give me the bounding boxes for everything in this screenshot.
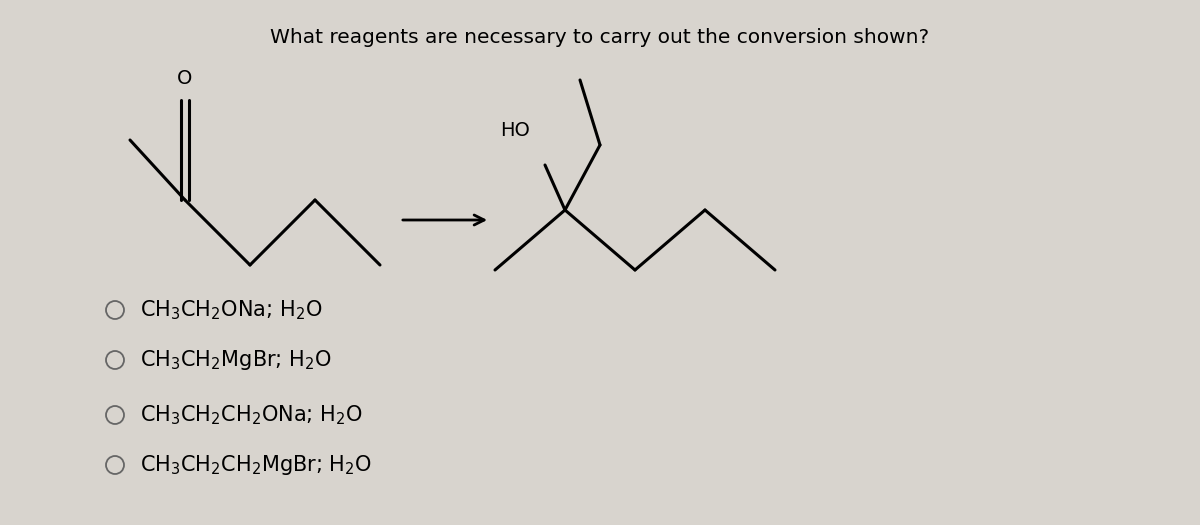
Text: CH$_3$CH$_2$ONa; H$_2$O: CH$_3$CH$_2$ONa; H$_2$O — [140, 298, 323, 322]
Text: CH$_3$CH$_2$CH$_2$MgBr; H$_2$O: CH$_3$CH$_2$CH$_2$MgBr; H$_2$O — [140, 453, 372, 477]
Text: CH$_3$CH$_2$MgBr; H$_2$O: CH$_3$CH$_2$MgBr; H$_2$O — [140, 348, 331, 372]
Text: HO: HO — [500, 121, 530, 140]
Text: O: O — [178, 69, 193, 88]
Text: CH$_3$CH$_2$CH$_2$ONa; H$_2$O: CH$_3$CH$_2$CH$_2$ONa; H$_2$O — [140, 403, 362, 427]
Text: What reagents are necessary to carry out the conversion shown?: What reagents are necessary to carry out… — [270, 28, 930, 47]
